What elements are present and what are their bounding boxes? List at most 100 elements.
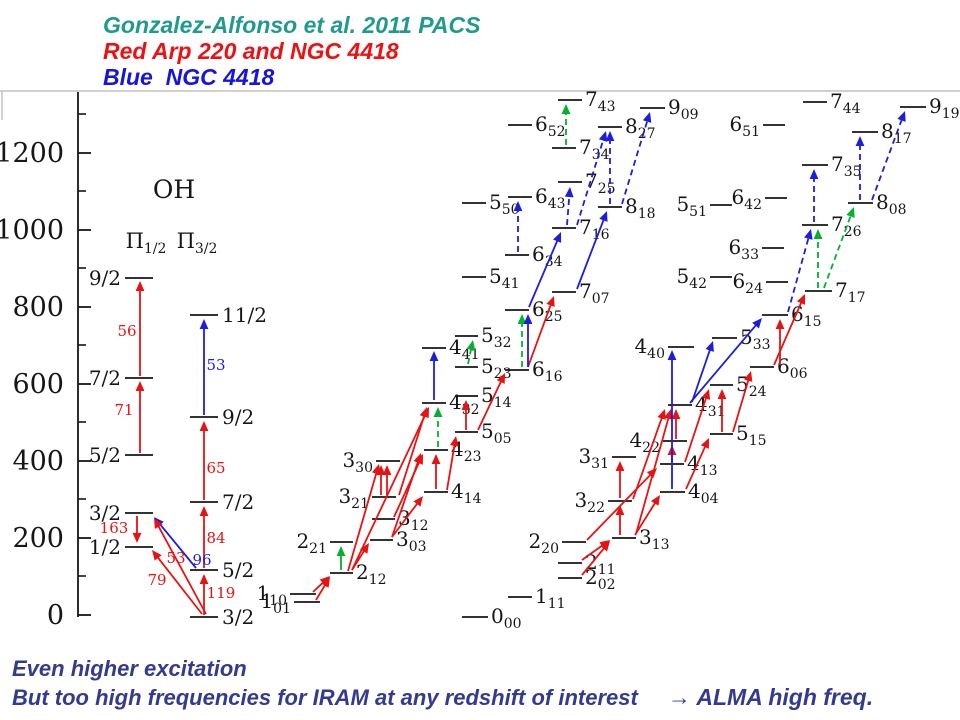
transition-arrow: [429, 351, 439, 400]
transition-arrow: [689, 318, 762, 404]
arrowhead: [605, 131, 615, 141]
energy-level: 818: [598, 194, 656, 222]
oh-pi-label: Π3/2: [177, 229, 218, 257]
energy-level: 652: [508, 112, 566, 140]
arrowhead: [615, 461, 625, 471]
energy-level: 716: [552, 215, 610, 243]
level-label: 220: [528, 529, 559, 557]
energy-level: 726: [802, 212, 862, 240]
transition-arrow: [691, 341, 714, 403]
energy-level: 550: [462, 190, 520, 218]
level-label: 624: [732, 269, 763, 297]
transition-arrow: [635, 409, 673, 535]
wavelength-label: 119: [207, 584, 236, 602]
energy-level: 101: [260, 589, 320, 617]
level-label: 717: [835, 278, 866, 306]
arrowhead: [701, 389, 711, 400]
level-label: 331: [578, 444, 609, 472]
energy-level: 523: [455, 354, 512, 382]
transition-arrow: [667, 350, 677, 489]
arrowhead: [897, 111, 906, 122]
energy-level: 422: [629, 428, 687, 456]
arrowhead: [546, 296, 555, 307]
arrowhead: [517, 314, 527, 324]
transition-arrow: [564, 187, 574, 226]
level-label: 514: [481, 383, 512, 411]
energy-level: 331: [578, 444, 636, 472]
arrowhead: [132, 533, 142, 543]
level-label: 725: [585, 169, 616, 197]
energy-level: 551: [676, 192, 732, 220]
level-label: 642: [731, 185, 762, 213]
transition-arrow: [528, 232, 562, 308]
transition-arrow: [581, 540, 610, 561]
energy-level: 441: [422, 335, 480, 363]
energy-level: 606: [750, 354, 808, 382]
arrowhead: [743, 371, 753, 382]
arrowhead: [135, 281, 145, 291]
level-label: 743: [585, 87, 616, 115]
transition-arrow: [336, 546, 346, 570]
level-label: 303: [396, 527, 427, 555]
level-label: 827: [625, 114, 656, 142]
level-label: 1/2: [89, 535, 121, 559]
energy-level: 625: [505, 297, 563, 325]
energy-level: 541: [462, 264, 520, 292]
transition-arrow: [773, 294, 806, 366]
energy-level: 533: [712, 325, 771, 353]
level-label: 221: [296, 529, 327, 557]
energy-level: 651: [729, 112, 785, 140]
level-label: 505: [481, 419, 512, 447]
transition-arrow: [717, 389, 727, 432]
axis-tick-label: 1000: [0, 215, 64, 246]
energy-level: 202: [558, 565, 616, 593]
oh-ladder: OH Π1/2 Π3/2 9/2 7/2 5/2 3/2 1/2 11/2 9/2 7/2 5/2 3/…: [89, 175, 267, 629]
energy-level: 734: [552, 135, 610, 163]
energy-level: 633: [728, 235, 784, 263]
transition-arrow: [527, 296, 555, 368]
energy-level: 7/2: [89, 366, 153, 390]
level-label: 616: [532, 357, 563, 385]
energy-level: 440: [634, 334, 694, 362]
level-label: 111: [535, 584, 566, 612]
arrowhead: [667, 350, 677, 360]
axis-tick-label: 800: [12, 292, 64, 323]
energy-level: 9/2: [190, 405, 254, 429]
transition-arrow: [632, 409, 666, 500]
level-label: 9/2: [222, 405, 254, 429]
arrowhead: [599, 211, 608, 222]
transition-arrow: [199, 319, 209, 415]
energy-level: 514: [455, 383, 512, 411]
energy-level: 111: [508, 584, 566, 612]
energy-level: 220: [528, 529, 586, 557]
energy-level: 1/2: [89, 535, 153, 559]
energy-level: 11/2: [190, 303, 267, 327]
level-label: 643: [535, 184, 566, 212]
transition-arrow: [615, 505, 625, 535]
energy-level: 413: [660, 451, 718, 479]
arrowhead: [855, 136, 865, 146]
transition-arrow: [431, 454, 441, 489]
transition-arrow: [775, 319, 785, 365]
level-label: 550: [489, 190, 520, 218]
transition-arrow: [135, 381, 145, 453]
level-label: 313: [639, 525, 670, 553]
arrowhead: [496, 373, 505, 384]
level-label: 212: [356, 560, 387, 588]
level-label: 735: [831, 152, 862, 180]
level-label: 000: [491, 604, 522, 632]
level-label: 909: [668, 95, 699, 123]
level-label: 542: [676, 264, 707, 292]
energy-level: 5/2: [190, 558, 254, 582]
level-label: 7/2: [89, 366, 121, 390]
level-label: 606: [777, 354, 808, 382]
level-label: 726: [831, 212, 862, 240]
level-label: 413: [687, 451, 718, 479]
level-label: 651: [729, 112, 760, 140]
level-label: 5/2: [222, 558, 254, 582]
transition-arrow: [787, 229, 813, 313]
arrowhead: [700, 438, 709, 449]
caption-line1: Even higher excitation: [12, 656, 247, 681]
title-red-legend: Red Arp 220 and NGC 4418: [103, 38, 399, 64]
